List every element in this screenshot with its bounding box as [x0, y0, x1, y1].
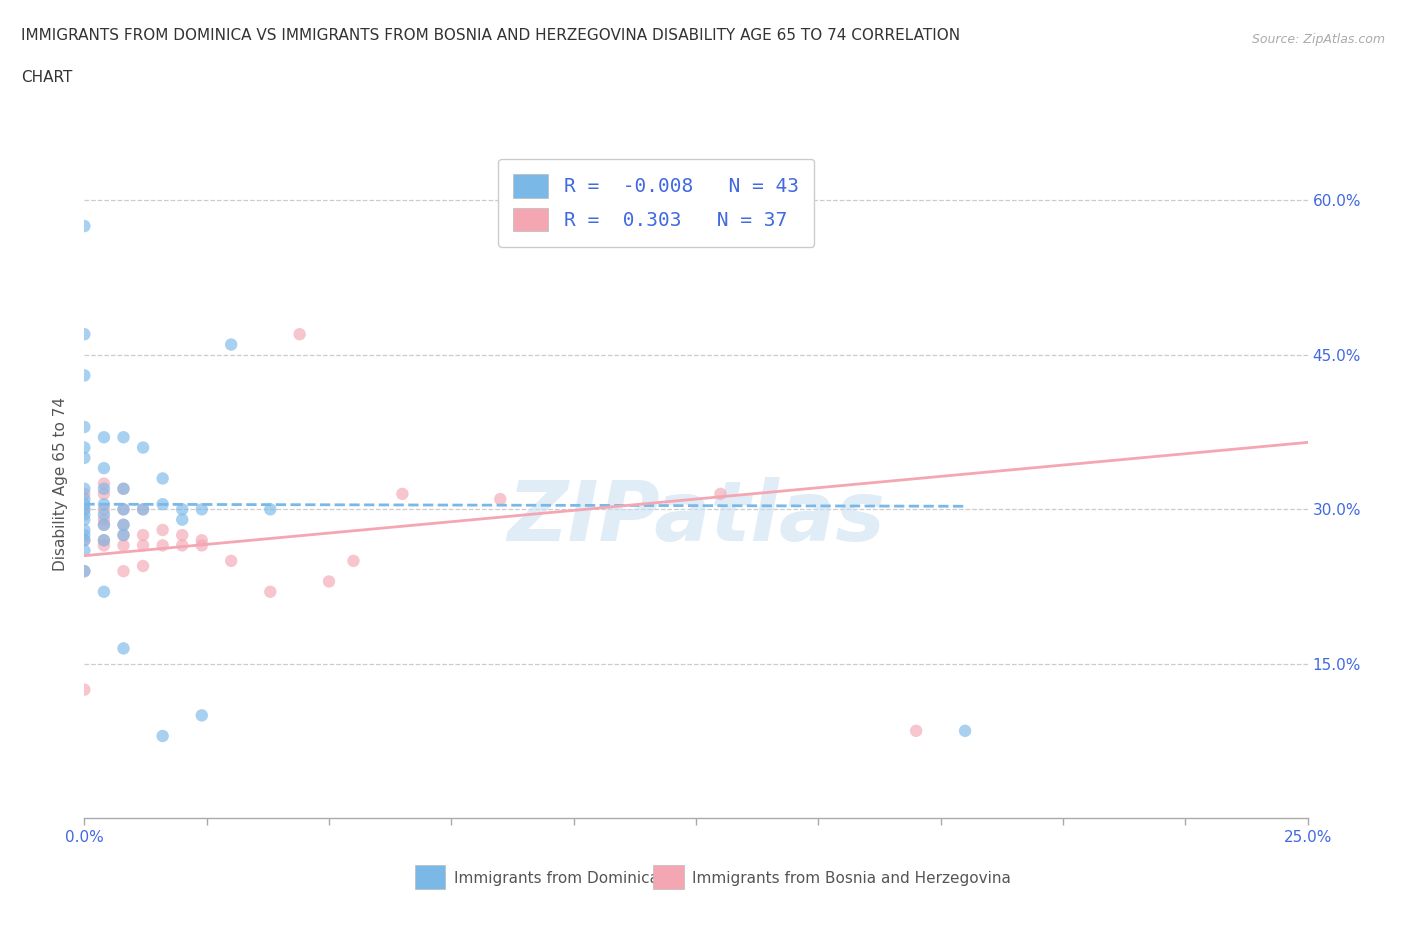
Point	[172, 527, 194, 542]
Point	[93, 584, 115, 599]
Point	[112, 564, 135, 578]
Point	[112, 430, 135, 445]
Point	[73, 419, 96, 434]
Point	[93, 507, 115, 522]
Point	[112, 641, 135, 656]
Point	[259, 584, 281, 599]
Point	[73, 502, 96, 517]
Point	[132, 527, 155, 542]
Point	[73, 533, 96, 548]
Text: IMMIGRANTS FROM DOMINICA VS IMMIGRANTS FROM BOSNIA AND HERZEGOVINA DISABILITY AG: IMMIGRANTS FROM DOMINICA VS IMMIGRANTS F…	[21, 28, 960, 43]
Text: Source: ZipAtlas.com: Source: ZipAtlas.com	[1251, 33, 1385, 46]
Point	[342, 553, 364, 568]
Point	[152, 538, 174, 552]
Point	[191, 502, 214, 517]
Point	[73, 450, 96, 465]
Point	[191, 708, 214, 723]
Point	[73, 497, 96, 512]
Point	[112, 538, 135, 552]
Point	[73, 527, 96, 542]
Point	[112, 527, 135, 542]
Point	[93, 517, 115, 532]
Point	[73, 502, 96, 517]
Point	[489, 492, 512, 507]
Text: Immigrants from Dominica: Immigrants from Dominica	[454, 871, 659, 886]
Point	[318, 574, 340, 589]
Point	[73, 523, 96, 538]
Point	[152, 471, 174, 485]
Point	[191, 538, 214, 552]
Point	[73, 492, 96, 507]
Point	[73, 486, 96, 501]
Point	[112, 502, 135, 517]
Point	[132, 559, 155, 574]
Point	[219, 337, 242, 352]
Text: Immigrants from Bosnia and Herzegovina: Immigrants from Bosnia and Herzegovina	[692, 871, 1011, 886]
Point	[152, 523, 174, 538]
Point	[93, 482, 115, 497]
Point	[73, 543, 96, 558]
Text: ZIPatlas: ZIPatlas	[508, 476, 884, 558]
Point	[112, 527, 135, 542]
Point	[93, 533, 115, 548]
Point	[112, 482, 135, 497]
Point	[73, 440, 96, 455]
Point	[93, 512, 115, 527]
Point	[132, 440, 155, 455]
Point	[73, 326, 96, 341]
Point	[73, 219, 96, 233]
Point	[172, 502, 194, 517]
Point	[93, 476, 115, 491]
Point	[172, 538, 194, 552]
Y-axis label: Disability Age 65 to 74: Disability Age 65 to 74	[53, 396, 69, 571]
Point	[905, 724, 928, 738]
Point	[152, 497, 174, 512]
Point	[152, 728, 174, 743]
Point	[172, 512, 194, 527]
Point	[288, 326, 311, 341]
Point	[953, 724, 976, 738]
Point	[132, 502, 155, 517]
Point	[93, 460, 115, 475]
Point	[73, 564, 96, 578]
Point	[93, 538, 115, 552]
Text: CHART: CHART	[21, 70, 73, 85]
Point	[112, 517, 135, 532]
Point	[132, 538, 155, 552]
Point	[93, 502, 115, 517]
Point	[93, 430, 115, 445]
Point	[112, 517, 135, 532]
FancyBboxPatch shape	[654, 865, 683, 889]
Point	[73, 512, 96, 527]
Point	[93, 486, 115, 501]
Point	[73, 368, 96, 383]
Point	[73, 507, 96, 522]
Point	[112, 502, 135, 517]
Point	[709, 486, 731, 501]
Point	[93, 533, 115, 548]
Point	[259, 502, 281, 517]
Point	[132, 502, 155, 517]
Legend: R =  -0.008   N = 43, R =  0.303   N = 37: R = -0.008 N = 43, R = 0.303 N = 37	[498, 158, 814, 246]
Point	[73, 683, 96, 698]
Point	[112, 482, 135, 497]
Point	[73, 482, 96, 497]
Point	[93, 497, 115, 512]
Point	[391, 486, 413, 501]
Point	[73, 564, 96, 578]
Point	[93, 517, 115, 532]
Point	[219, 553, 242, 568]
FancyBboxPatch shape	[415, 865, 446, 889]
Point	[191, 533, 214, 548]
Point	[73, 533, 96, 548]
